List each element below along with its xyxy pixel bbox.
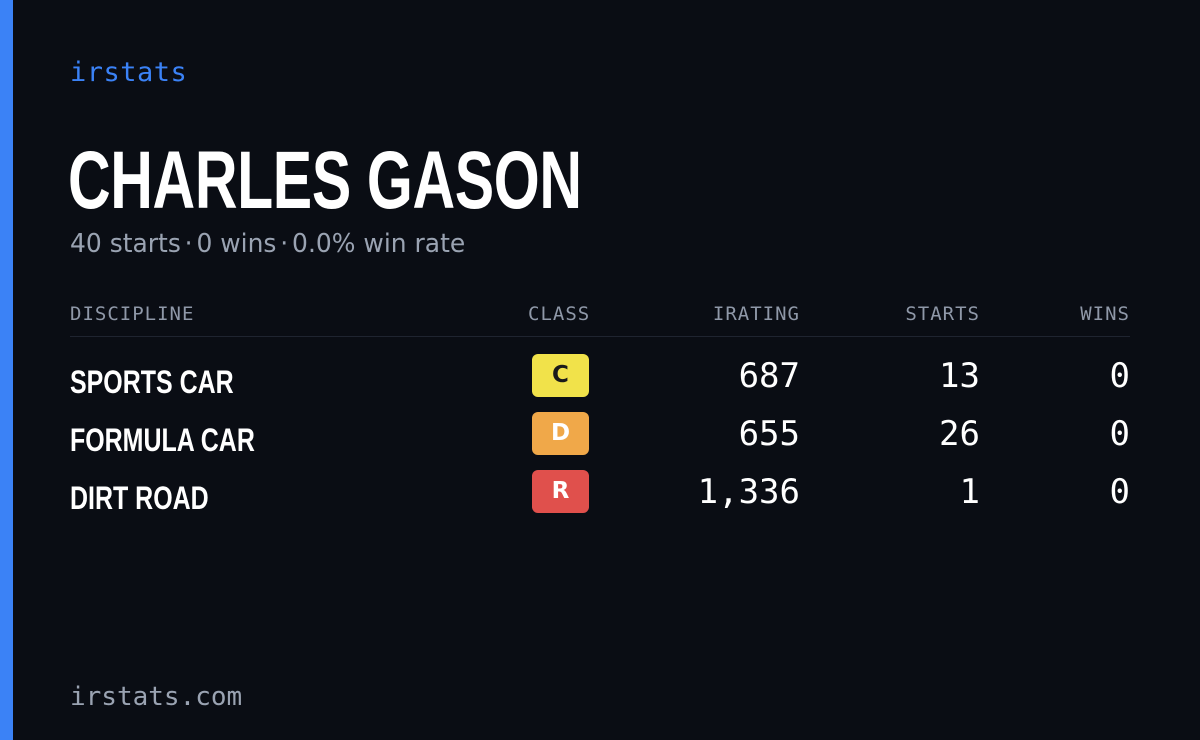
wins-value: 0 (1109, 356, 1130, 396)
header-starts: STARTS (905, 303, 980, 325)
brand-logo: irstats (70, 57, 188, 88)
starts-value: 1 (959, 472, 980, 512)
total-wins: 0 wins (196, 229, 277, 259)
header-divider (70, 336, 1130, 337)
table-row: SPORTS CAR C 687 13 0 (70, 354, 1130, 400)
header-wins: WINS (1080, 303, 1130, 325)
discipline-name: FORMULA CAR (70, 422, 255, 458)
class-badge: R (532, 470, 589, 513)
wins-value: 0 (1109, 414, 1130, 454)
separator-dot: · (280, 229, 289, 259)
header-irating: IRATING (712, 303, 800, 325)
starts-value: 13 (939, 356, 980, 396)
player-name: CHARLES GASON (68, 135, 582, 226)
header-class: CLASS (528, 303, 591, 325)
total-starts: 40 starts (70, 229, 181, 259)
table-row: FORMULA CAR D 655 26 0 (70, 412, 1130, 458)
class-badge: C (532, 354, 589, 397)
table-header: DISCIPLINE CLASS IRATING STARTS WINS (70, 298, 1130, 330)
table-row: DIRT ROAD R 1,336 1 0 (70, 470, 1130, 516)
separator-dot: · (184, 229, 193, 259)
accent-bar (0, 0, 13, 740)
win-rate: 0.0% win rate (292, 229, 466, 259)
irating-value: 1,336 (697, 472, 800, 512)
wins-value: 0 (1109, 472, 1130, 512)
player-summary: 40 starts · 0 wins · 0.0% win rate (70, 226, 465, 262)
irating-value: 655 (738, 414, 800, 454)
discipline-name: DIRT ROAD (70, 480, 209, 516)
irating-value: 687 (738, 356, 800, 396)
starts-value: 26 (939, 414, 980, 454)
discipline-name: SPORTS CAR (70, 364, 234, 400)
header-discipline: DISCIPLINE (70, 303, 195, 325)
footer-url: irstats.com (70, 682, 243, 712)
class-badge: D (532, 412, 589, 455)
